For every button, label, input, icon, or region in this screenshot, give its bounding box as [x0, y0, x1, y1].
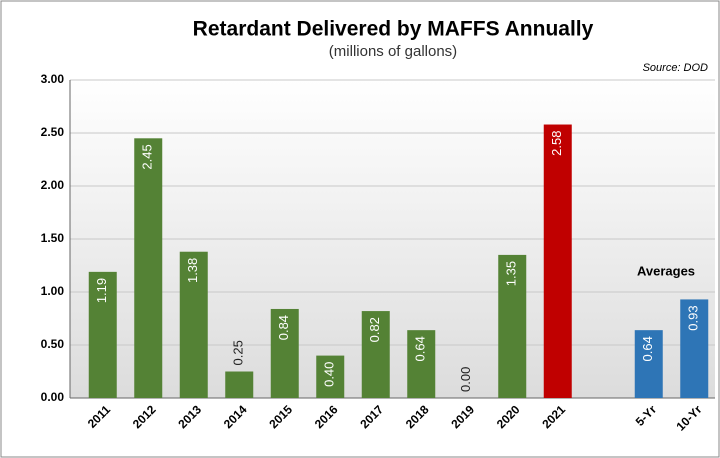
bar [543, 124, 572, 399]
bar [225, 371, 254, 398]
bar [407, 330, 436, 398]
y-tick-label: 3.00 [41, 72, 65, 86]
value-label: 0.84 [276, 315, 291, 340]
bar [316, 355, 345, 398]
bar [634, 330, 663, 398]
value-label: 2.58 [549, 131, 564, 156]
y-tick-label: 2.50 [41, 125, 65, 139]
value-label: 1.38 [185, 258, 200, 283]
value-label: 0.40 [322, 362, 337, 387]
chart-subtitle: (millions of gallons) [329, 43, 457, 60]
value-label: 0.64 [413, 336, 428, 361]
value-label: 0.93 [686, 305, 701, 330]
bar [361, 311, 390, 398]
bar [270, 308, 299, 398]
value-label: 1.35 [504, 261, 519, 286]
value-label: 0.25 [231, 340, 246, 365]
bar [88, 271, 117, 398]
y-tick-label: 0.00 [41, 390, 65, 404]
value-label: 2.45 [140, 144, 155, 169]
value-label: 1.19 [94, 278, 109, 303]
y-tick-label: 0.50 [41, 337, 65, 351]
y-tick-label: 1.00 [41, 284, 65, 298]
bar [680, 299, 709, 398]
value-label: 0.64 [640, 336, 655, 361]
averages-label: Averages [637, 263, 695, 278]
y-tick-label: 1.50 [41, 231, 65, 245]
chart-title: Retardant Delivered by MAFFS Annually [193, 18, 594, 41]
value-label: 0.00 [458, 367, 473, 392]
bar [179, 251, 208, 398]
y-tick-label: 2.00 [41, 178, 65, 192]
bar [498, 254, 527, 398]
source-note: Source: DOD [643, 62, 708, 74]
value-label: 0.82 [367, 317, 382, 342]
bar [134, 138, 163, 399]
